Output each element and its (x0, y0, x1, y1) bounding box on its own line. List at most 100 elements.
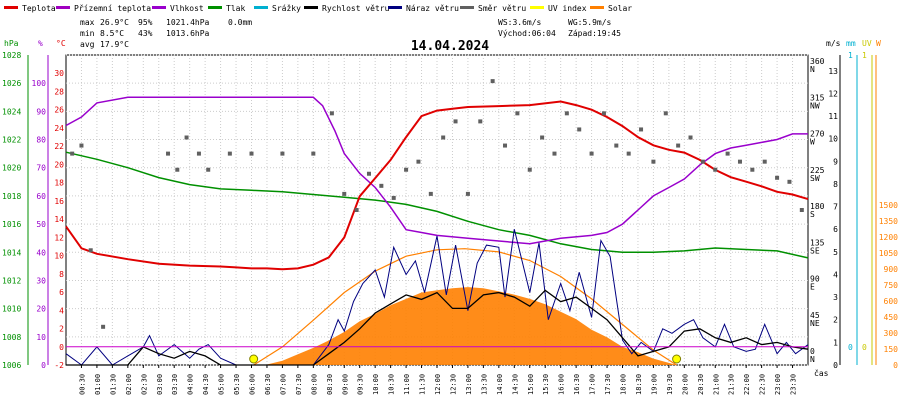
press-tick: 1014 (2, 248, 21, 257)
press-tick: 1022 (2, 136, 21, 145)
wind-dir-tick: 45 (810, 311, 820, 320)
temp-tick: 2 (59, 325, 64, 334)
wind-dir-point (762, 159, 767, 164)
x-tick-label: 00:30 (78, 374, 86, 395)
hum-tick: 90 (36, 107, 46, 116)
uv-tick: 0 (862, 343, 867, 352)
wind-dir-tick: NW (810, 101, 820, 110)
wind-dir-point (441, 135, 446, 140)
press-tick: 1016 (2, 220, 21, 229)
wind-speed-info: WS:3.6m/s (498, 18, 542, 27)
temp-tick: 24 (54, 124, 64, 133)
x-tick-label: 19:00 (650, 374, 658, 395)
press-tick: 1028 (2, 51, 21, 60)
x-tick-label: 14:30 (511, 374, 519, 395)
wind-dir-point (280, 151, 285, 156)
x-tick-label: 15:30 (542, 374, 550, 395)
wind-dir-point (404, 167, 409, 172)
hum-tick: 60 (36, 192, 46, 201)
temp-tick: 16 (54, 197, 64, 206)
wind-dir-tick: SW (810, 174, 820, 183)
x-tick-label: 08:30 (326, 374, 334, 395)
legend-label: Směr větru (478, 4, 526, 13)
wind-dir-point (564, 111, 569, 116)
legend-label: Tlak (226, 4, 245, 13)
wind-dir-point (453, 119, 458, 124)
wind-dir-point (88, 248, 93, 253)
x-tick-label: 01:00 (94, 374, 102, 395)
stat-label: avg (80, 40, 95, 49)
solar-tick: 300 (884, 329, 899, 338)
wind-axis-unit: m/s (826, 39, 841, 48)
wind-dir-point (688, 135, 693, 140)
x-tick-label: 18:30 (635, 374, 643, 395)
hum-tick: 70 (36, 164, 46, 173)
solar-tick: 900 (884, 265, 899, 274)
temp-tick: 26 (54, 106, 64, 115)
series-wind-speed (66, 289, 809, 366)
hum-tick: 10 (36, 333, 46, 342)
press-tick: 1024 (2, 107, 21, 116)
x-tick-label: 07:30 (295, 374, 303, 395)
temp-tick: 30 (54, 69, 64, 78)
temp-tick: 8 (59, 270, 64, 279)
legend-swatch (4, 6, 18, 9)
solar-tick: 1050 (879, 249, 898, 258)
wind-dir-tick: 270 (810, 130, 825, 139)
wind-dir-point (725, 151, 730, 156)
rain-tick: 0 (848, 343, 853, 352)
legend-label: Srážky (272, 4, 301, 13)
press-tick: 1008 (2, 333, 21, 342)
wind-dir-point (799, 208, 804, 212)
legend-swatch (208, 6, 222, 9)
sunrise-marker (249, 354, 259, 364)
wind-tick: 10 (828, 135, 838, 144)
wind-dir-point (391, 195, 396, 200)
wind-dir-tick: N (810, 65, 815, 74)
wind-dir-tick: SE (810, 246, 820, 255)
x-tick-label: 04:00 (187, 374, 195, 395)
solar-tick: 600 (884, 297, 899, 306)
x-tick-label: 13:30 (480, 374, 488, 395)
press-tick: 1020 (2, 164, 21, 173)
x-tick-label: 20:30 (697, 374, 705, 395)
x-tick-label: 01:30 (109, 374, 117, 395)
wind-dir-point (589, 151, 594, 156)
wind-tick: 5 (833, 248, 838, 257)
hum-tick: 50 (36, 220, 46, 229)
wind-dir-tick: NE (810, 319, 820, 328)
wind-dir-point (639, 127, 644, 132)
wind-tick: 1 (833, 338, 838, 347)
wind-dir-point (651, 159, 656, 164)
wind-tick: 3 (833, 293, 838, 302)
series-pressure (65, 151, 809, 259)
wind-dir-point (379, 183, 384, 188)
wind-dir-tick: 315 (810, 93, 825, 102)
temp-tick: 28 (54, 87, 64, 96)
hum-tick: 100 (32, 79, 47, 88)
legend-label: Náraz větru (406, 4, 459, 13)
wind-dir-point (775, 175, 780, 180)
stat-max-temp: 26.9°C (100, 18, 129, 27)
x-tick-label: 06:30 (264, 374, 272, 395)
press-tick: 1006 (2, 361, 21, 370)
wind-dir-tick: 225 (810, 166, 825, 175)
wind-dir-point (737, 159, 742, 164)
wind-dir-point (184, 135, 189, 140)
x-tick-label: 11:30 (419, 374, 427, 395)
wind-dir-point (601, 111, 606, 116)
wind-dir-point (700, 159, 705, 164)
x-tick-label: 11:00 (403, 374, 411, 395)
wind-tick: 13 (828, 67, 838, 76)
legend-swatch (460, 6, 474, 9)
wind-dir-point (366, 171, 371, 176)
wind-dir-point (540, 135, 545, 140)
wind-dir-point (416, 159, 421, 164)
hum-tick: 80 (36, 136, 46, 145)
wind-dir-point (227, 151, 232, 156)
x-tick-label: 23:30 (790, 374, 798, 395)
x-tick-label: 03:30 (171, 374, 179, 395)
temp-tick: 12 (54, 233, 64, 242)
x-tick-label: 03:00 (156, 374, 164, 395)
